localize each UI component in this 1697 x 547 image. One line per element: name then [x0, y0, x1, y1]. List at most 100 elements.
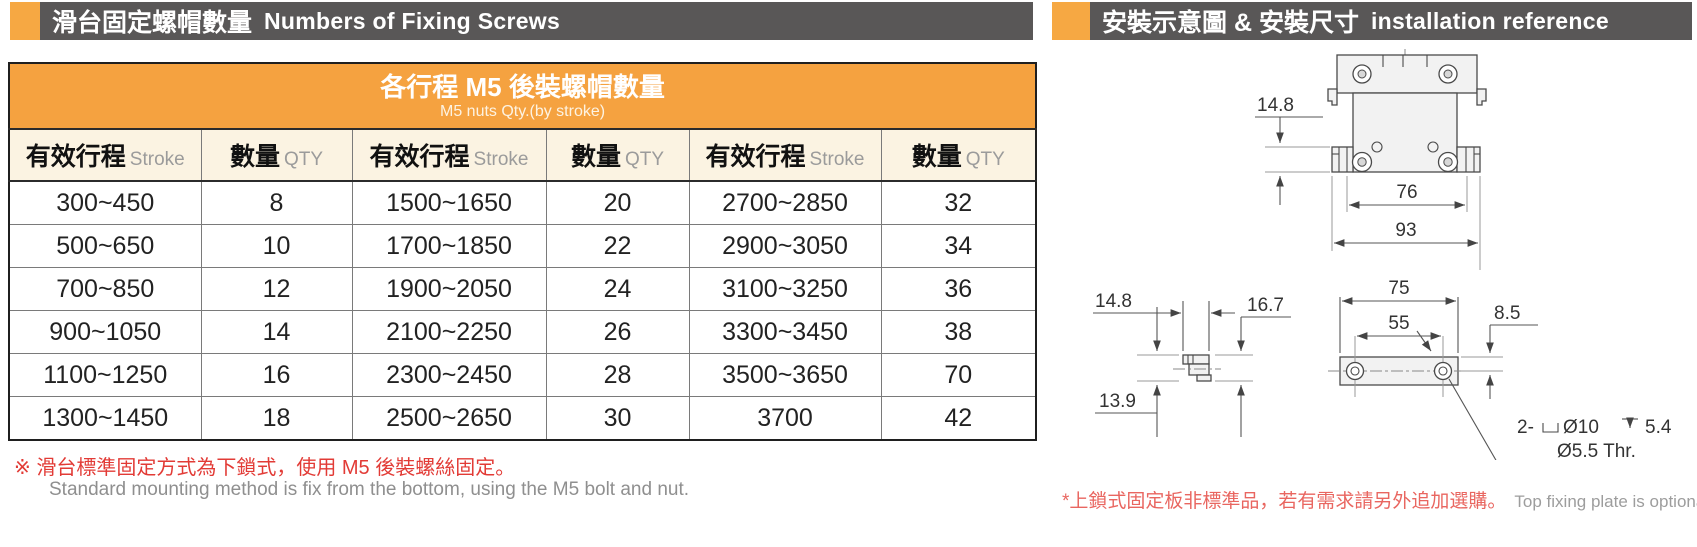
stroke-table-body: 300~450 8 1500~1650 20 2700~2850 32 500~650 10 1… [8, 180, 1037, 441]
qty-cell: 10 [200, 224, 353, 268]
footnote-en-right: Top fixing plate is optional. [1514, 492, 1697, 511]
qty-cell: 14 [200, 310, 353, 354]
col-header-en: QTY [624, 149, 665, 170]
stroke-cell: 2300~2450 [351, 353, 547, 397]
stroke-cell: 2500~2650 [351, 396, 547, 441]
stroke-cell: 1700~1850 [351, 224, 547, 268]
stroke-col-header: 有效行程 Stroke [688, 128, 882, 182]
stroke-cell: 3300~3450 [688, 310, 882, 354]
stroke-cell: 1900~2050 [351, 267, 547, 311]
stroke-cell: 2900~3050 [688, 224, 882, 268]
orange-marker-icon [1052, 2, 1090, 40]
col-header-zh: 數量 [911, 143, 962, 171]
dim-label-clamp-height-left: 13.9 [1099, 391, 1136, 412]
stroke-cell: 3100~3250 [688, 267, 882, 311]
qty-cell: 18 [200, 396, 353, 441]
orange-marker-icon [10, 2, 40, 40]
front-view-drawing: 14.8 76 93 [1255, 49, 1487, 270]
dim-label-clamp-width: 14.8 [1095, 291, 1132, 312]
qty-cell: 28 [545, 353, 690, 397]
stroke-cell: 2100~2250 [351, 310, 547, 354]
qty-col-header: 數量 QTY [880, 128, 1037, 182]
right-header-title-en: installation reference [1370, 7, 1609, 34]
right-section-header: 安裝示意圖 & 安裝尺寸 installation reference [1052, 2, 1692, 40]
table-row: 300~450 8 1500~1650 20 2700~2850 32 [8, 180, 1037, 225]
col-header-en: Stroke [809, 149, 865, 170]
qty-cell: 70 [880, 353, 1037, 397]
left-section-header: 滑台固定螺帽數量 Numbers of Fixing Screws [10, 2, 1033, 40]
qty-col-header: 數量 QTY [200, 128, 353, 182]
fixing-screws-table: 各行程 M5 後裝螺帽數量 M5 nuts Qty.(by stroke) 有效… [8, 62, 1038, 441]
footnote-en-left: Standard mounting method is fix from the… [49, 479, 690, 500]
table-subtitle-en: M5 nuts Qty.(by stroke) [440, 103, 606, 121]
qty-cell: 12 [200, 267, 353, 311]
qty-cell: 32 [880, 180, 1037, 225]
left-header-title-en: Numbers of Fixing Screws [264, 7, 561, 34]
stroke-col-header: 有效行程 Stroke [351, 128, 547, 182]
right-header-bar: 安裝示意圖 & 安裝尺寸 installation reference [1090, 2, 1692, 40]
callout-prefix: 2- [1517, 417, 1534, 438]
footnote-zh-right: *上鎖式固定板非標準品，若有需求請另外追加選購。 [1062, 491, 1507, 512]
qty-cell: 36 [880, 267, 1037, 311]
callout-counterbore-dia: Ø10 [1563, 417, 1599, 438]
table-row: 700~850 12 1900~2050 24 3100~3250 36 [8, 267, 1037, 311]
right-header-title-zh: 安裝示意圖 & 安裝尺寸 [1102, 9, 1359, 37]
qty-cell: 38 [880, 310, 1037, 354]
left-header-title-zh: 滑台固定螺帽數量 [52, 9, 253, 37]
col-header-en: Stroke [129, 149, 185, 170]
col-header-zh: 有效行程 [705, 143, 806, 171]
left-header-bar: 滑台固定螺帽數量 Numbers of Fixing Screws [40, 2, 1033, 40]
col-header-en: QTY [283, 149, 324, 170]
table-row: 500~650 10 1700~1850 22 2900~3050 34 [8, 224, 1037, 268]
stroke-cell: 1500~1650 [351, 180, 547, 225]
qty-cell: 22 [545, 224, 690, 268]
clamp-view-drawing: 14.8 16.7 13.9 [1093, 291, 1291, 437]
qty-cell: 24 [545, 267, 690, 311]
col-header-zh: 數量 [229, 143, 280, 171]
dim-label-center-offset: 8.5 [1494, 303, 1520, 324]
stroke-col-header: 有效行程 Stroke [8, 128, 202, 182]
table-row: 900~1050 14 2100~2250 26 3300~3450 38 [8, 310, 1037, 354]
stroke-cell: 3500~3650 [688, 353, 882, 397]
callout-thru-hole: Ø5.5 Thr. [1557, 441, 1636, 460]
col-header-zh: 數量 [570, 143, 621, 171]
qty-cell: 16 [200, 353, 353, 397]
dim-label-hole-pitch: 55 [1388, 313, 1409, 334]
stroke-cell: 300~450 [8, 180, 202, 225]
footnote-zh-left: ※ 滑台標準固定方式為下鎖式，使用 M5 後裝螺絲固定。 [14, 457, 516, 479]
qty-cell: 20 [545, 180, 690, 225]
col-header-en: Stroke [473, 149, 529, 170]
table-colheader-row: 有效行程 Stroke 數量 QTY 有效行程 Stroke 數量 QTY 有效行程 Stroke… [8, 128, 1037, 182]
stroke-cell: 1300~1450 [8, 396, 202, 441]
callout-counterbore-depth: 5.4 [1645, 417, 1672, 438]
dim-label-flange-height: 14.8 [1257, 95, 1294, 116]
col-header-en: QTY [965, 149, 1005, 170]
qty-cell: 42 [880, 396, 1037, 441]
depth-icon [1622, 417, 1638, 428]
table-row: 1100~1250 16 2300~2450 28 3500~3650 70 [8, 353, 1037, 397]
table-row: 1300~1450 18 2500~2650 30 3700 42 [8, 396, 1037, 441]
footnote-right: *上鎖式固定板非標準品，若有需求請另外追加選購。 Top fixing plate… [1062, 486, 1697, 513]
counterbore-icon [1542, 423, 1559, 433]
qty-cell: 34 [880, 224, 1037, 268]
stroke-cell: 1100~1250 [8, 353, 202, 397]
qty-col-header: 數量 QTY [545, 128, 690, 182]
stroke-cell: 700~850 [8, 267, 202, 311]
stroke-cell: 500~650 [8, 224, 202, 268]
plate-view-drawing: 75 55 8.5 2- Ø10 5.4 [1328, 278, 1672, 460]
col-header-zh: 有效行程 [25, 143, 126, 171]
qty-cell: 26 [545, 310, 690, 354]
col-header-zh: 有效行程 [369, 143, 470, 171]
dim-label-inner-width: 76 [1396, 182, 1417, 203]
stroke-cell: 3700 [688, 396, 882, 441]
qty-cell: 30 [545, 396, 690, 441]
hole-callout: 2- Ø10 5.4 Ø5.5 Thr. [1517, 417, 1672, 460]
table-title-zh: 各行程 M5 後裝螺帽數量 [380, 71, 665, 102]
stroke-cell: 2700~2850 [688, 180, 882, 225]
stroke-cell: 900~1050 [8, 310, 202, 354]
table-title-row: 各行程 M5 後裝螺帽數量 M5 nuts Qty.(by stroke) [8, 62, 1037, 130]
dim-label-clamp-height-right: 16.7 [1247, 295, 1284, 316]
qty-cell: 8 [200, 180, 353, 225]
table-title-cell: 各行程 M5 後裝螺帽數量 M5 nuts Qty.(by stroke) [8, 62, 1037, 130]
